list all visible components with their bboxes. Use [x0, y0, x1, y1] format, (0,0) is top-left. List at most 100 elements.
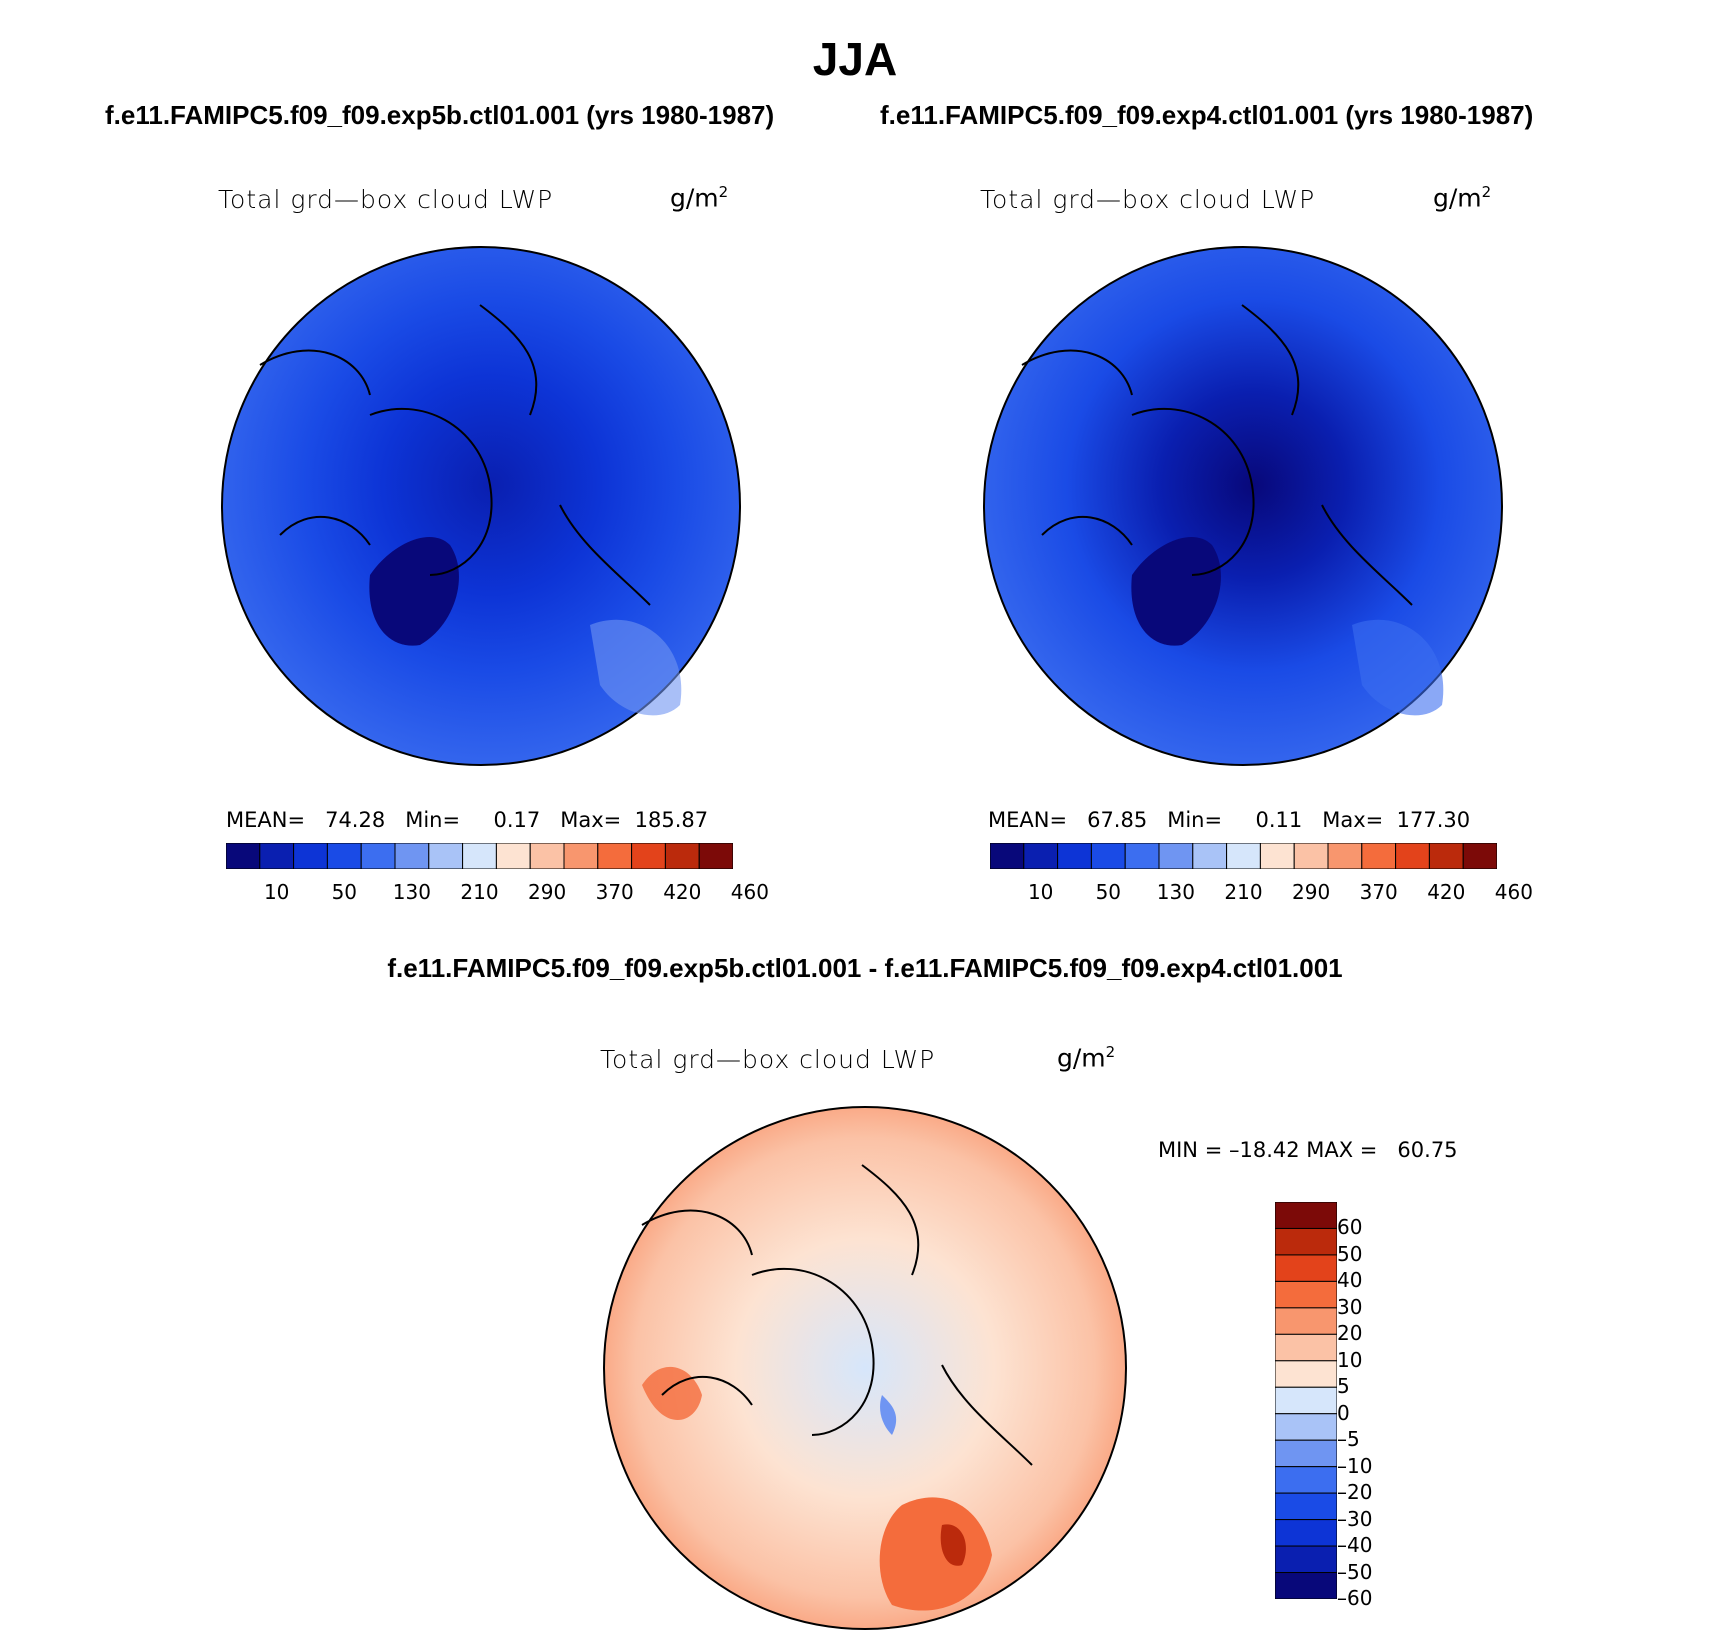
panel3-map-disk: [603, 1106, 1127, 1630]
colorbar-swatch: [1275, 1545, 1337, 1574]
colorbar-tick-label: 10: [263, 880, 290, 904]
colorbar-swatch: [1124, 843, 1160, 869]
colorbar-tick-label: 290: [1292, 880, 1331, 904]
colorbar-tick-label: –40: [1337, 1533, 1373, 1558]
colorbar-swatch: [1275, 1413, 1337, 1441]
colorbar-swatch: [1158, 843, 1194, 869]
colorbar-swatch: [1275, 1280, 1337, 1309]
colorbar-swatch: [529, 843, 565, 869]
colorbar-tick-label: –10: [1337, 1453, 1373, 1478]
panel3-units: g/m2: [1057, 1043, 1116, 1073]
colorbar-tick-label: –5: [1337, 1427, 1360, 1452]
panel3-polar-map: [603, 1106, 1127, 1630]
figure-title: JJA: [812, 33, 898, 85]
colorbar-tick-label: 10: [1337, 1347, 1363, 1372]
colorbar-swatch: [1293, 843, 1329, 869]
colorbar-swatch: [1057, 843, 1092, 869]
colorbar-tick-label: –20: [1337, 1480, 1373, 1505]
colorbar-swatch: [462, 843, 497, 869]
left-case-title: f.e11.FAMIPC5.f09_f09.exp5b.ctl01.001 (y…: [105, 100, 775, 130]
panel1-stats: MEAN= 74.28 Min= 0.17 Max= 185.87: [226, 808, 709, 832]
colorbar-swatch: [1327, 843, 1363, 869]
panel2-europe-region: [1352, 619, 1444, 716]
panel2-variable-label: Total grd—box cloud LWP: [980, 185, 1316, 214]
colorbar-swatch: [495, 843, 531, 869]
panel2-colorbar: [990, 843, 1497, 869]
colorbar-tick-label: –60: [1337, 1586, 1373, 1610]
panel2-stats: MEAN= 67.85 Min= 0.11 Max= 177.30: [988, 808, 1471, 832]
panel1-polar-map: [221, 246, 741, 766]
panel1-variable-label: Total grd—box cloud LWP: [218, 185, 554, 214]
colorbar-tick-label: 420: [663, 880, 702, 904]
colorbar-tick-label: 460: [1494, 880, 1533, 904]
colorbar-swatch: [1395, 843, 1430, 869]
colorbar-tick-label: 130: [1156, 880, 1195, 904]
panel3-stats: MIN = –18.42 MAX = 60.75: [1158, 1138, 1458, 1162]
colorbar-swatch: [1275, 1572, 1337, 1599]
colorbar-swatch: [293, 843, 328, 869]
colorbar-swatch: [1275, 1466, 1337, 1494]
colorbar-swatch: [259, 843, 295, 869]
panel1-greenland-region: [369, 536, 459, 646]
colorbar-swatch: [326, 843, 362, 869]
panel1-units: g/m2: [670, 183, 729, 213]
colorbar-swatch: [563, 843, 599, 869]
panel2-colorbar-ticks: 10 50 130 210 290 370 420 460: [987, 880, 1533, 906]
colorbar-tick-label: 0: [1337, 1400, 1350, 1425]
colorbar-swatch: [1275, 1439, 1337, 1468]
colorbar-swatch: [664, 843, 700, 869]
colorbar-swatch: [226, 843, 261, 869]
colorbar-swatch: [990, 843, 1025, 869]
colorbar-tick-label: –50: [1337, 1559, 1373, 1584]
colorbar-tick-label: 60: [1337, 1215, 1363, 1240]
colorbar-swatch: [360, 843, 396, 869]
colorbar-tick-label: 370: [1359, 880, 1398, 904]
colorbar-tick-label: 40: [1337, 1268, 1363, 1293]
panel2-coastlines: [1021, 304, 1413, 606]
colorbar-tick-label: 420: [1427, 880, 1466, 904]
colorbar-swatch: [1428, 843, 1464, 869]
colorbar-swatch: [1275, 1254, 1337, 1282]
panel3-variable-label: Total grd—box cloud LWP: [600, 1045, 936, 1074]
colorbar-swatch: [1462, 843, 1497, 869]
colorbar-swatch: [1090, 843, 1126, 869]
colorbar-swatch: [1275, 1333, 1337, 1362]
colorbar-swatch: [1361, 843, 1397, 869]
colorbar-swatch: [1275, 1492, 1337, 1521]
colorbar-swatch: [1275, 1307, 1337, 1335]
panel1-coastlines: [259, 304, 651, 606]
colorbar-swatch: [394, 843, 430, 869]
colorbar-swatch: [1275, 1386, 1337, 1415]
panel1-europe-region: [590, 619, 682, 716]
colorbar-swatch: [698, 843, 733, 869]
colorbar-tick-label: 210: [460, 880, 499, 904]
colorbar-tick-label: 50: [1095, 880, 1122, 904]
colorbar-swatch: [1275, 1360, 1337, 1388]
colorbar-swatch: [597, 843, 633, 869]
panel3-colorbar: [1275, 1202, 1337, 1599]
colorbar-tick-label: 10: [1027, 880, 1054, 904]
panel3-europe-positive-region: [879, 1497, 992, 1611]
panel2-greenland-region: [1131, 536, 1221, 646]
panel1-colorbar: [226, 843, 733, 869]
colorbar-tick-label: –30: [1337, 1506, 1373, 1531]
colorbar-swatch: [1275, 1519, 1337, 1547]
colorbar-tick-label: 290: [528, 880, 567, 904]
panel2-units: g/m2: [1433, 183, 1492, 213]
panel3-max-region: [940, 1524, 966, 1566]
colorbar-swatch: [631, 843, 666, 869]
colorbar-tick-label: 210: [1224, 880, 1263, 904]
panel3-negative-spot: [880, 1395, 897, 1435]
colorbar-tick-label: 370: [595, 880, 634, 904]
colorbar-swatch: [1259, 843, 1295, 869]
colorbar-tick-label: 50: [331, 880, 358, 904]
colorbar-swatch: [1023, 843, 1059, 869]
panel2-polar-map: [983, 246, 1503, 766]
difference-title: f.e11.FAMIPC5.f09_f09.exp5b.ctl01.001 - …: [387, 953, 1343, 983]
colorbar-swatch: [1226, 843, 1261, 869]
colorbar-swatch: [1275, 1227, 1337, 1256]
colorbar-tick-label: 130: [392, 880, 431, 904]
colorbar-tick-label: 5: [1337, 1374, 1350, 1399]
colorbar-tick-label: 20: [1337, 1321, 1363, 1346]
right-case-title: f.e11.FAMIPC5.f09_f09.exp4.ctl01.001 (yr…: [880, 100, 1534, 130]
